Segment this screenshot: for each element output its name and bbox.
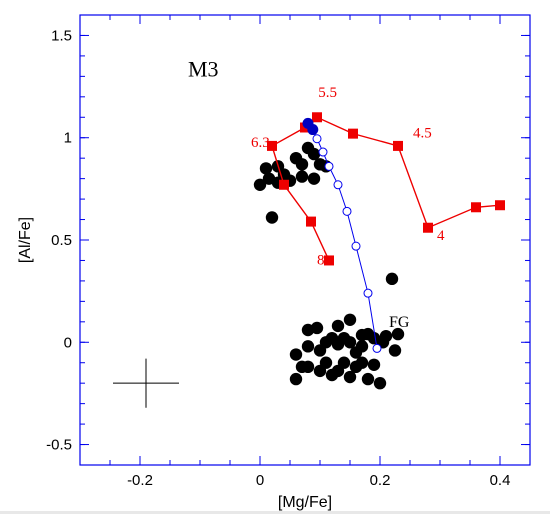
black-point xyxy=(308,172,320,184)
blue-filled-end xyxy=(303,118,314,129)
black-point xyxy=(362,373,374,385)
x-tick-label: 0 xyxy=(256,472,264,489)
y-tick-label: 0 xyxy=(64,334,72,351)
chart-container: 8 6.3 5.5 4.5 4 FG -0.2 0 0.2 0.4 -0.5 0 0.5 1 1.5 [Mg/… xyxy=(0,0,550,514)
black-point xyxy=(296,158,308,170)
red-label: 5.5 xyxy=(318,85,337,101)
x-axis-label: [Mg/Fe] xyxy=(278,494,332,511)
y-axis-label: [Al/Fe] xyxy=(17,217,34,263)
black-point xyxy=(344,314,356,326)
red-square xyxy=(324,255,334,265)
black-point xyxy=(320,357,332,369)
blue-open-circle xyxy=(364,289,372,297)
blue-open-circle xyxy=(313,135,321,143)
black-point xyxy=(290,373,302,385)
x-tick-label: 0.4 xyxy=(490,472,511,489)
red-square xyxy=(471,202,481,212)
red-square xyxy=(393,141,403,151)
red-square xyxy=(312,112,322,122)
blue-open-circle xyxy=(325,162,333,170)
red-square xyxy=(423,223,433,233)
black-point xyxy=(389,344,401,356)
black-point xyxy=(290,348,302,360)
black-point xyxy=(380,330,392,342)
blue-open-circle xyxy=(334,181,342,189)
x-tick-label: 0.2 xyxy=(370,472,391,489)
black-point xyxy=(356,357,368,369)
y-tick-label: -0.5 xyxy=(46,437,72,454)
scatter-plot: 8 6.3 5.5 4.5 4 FG -0.2 0 0.2 0.4 -0.5 0 0.5 1 1.5 [Mg/… xyxy=(0,0,550,514)
blue-open-circle xyxy=(319,148,327,156)
black-point xyxy=(302,361,314,373)
y-tick-label: 1.5 xyxy=(51,27,72,44)
red-label: 8 xyxy=(317,253,325,269)
blue-open-circle xyxy=(352,242,360,250)
black-point xyxy=(332,320,344,332)
blue-open-circle xyxy=(343,207,351,215)
black-point xyxy=(338,357,350,369)
black-point xyxy=(374,377,386,389)
red-square xyxy=(306,217,316,227)
black-point xyxy=(356,340,368,352)
plot-title: M3 xyxy=(188,56,219,81)
black-point xyxy=(311,322,323,334)
red-square xyxy=(279,180,289,190)
black-point xyxy=(368,359,380,371)
black-point xyxy=(302,340,314,352)
red-label: 4.5 xyxy=(413,126,432,142)
y-tick-label: 0.5 xyxy=(51,232,72,249)
red-square xyxy=(348,129,358,139)
x-tick-label: -0.2 xyxy=(127,472,153,489)
red-label: 6.3 xyxy=(251,135,270,151)
black-point xyxy=(386,273,398,285)
black-point xyxy=(296,170,308,182)
blue-open-circle xyxy=(373,344,381,352)
red-square xyxy=(495,200,505,210)
red-label: 4 xyxy=(437,228,445,244)
fg-label: FG xyxy=(389,314,410,331)
y-tick-label: 1 xyxy=(64,130,72,147)
black-point xyxy=(266,211,278,223)
